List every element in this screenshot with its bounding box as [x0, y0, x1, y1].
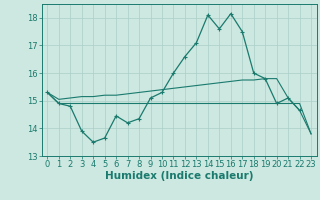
X-axis label: Humidex (Indice chaleur): Humidex (Indice chaleur) — [105, 171, 253, 181]
